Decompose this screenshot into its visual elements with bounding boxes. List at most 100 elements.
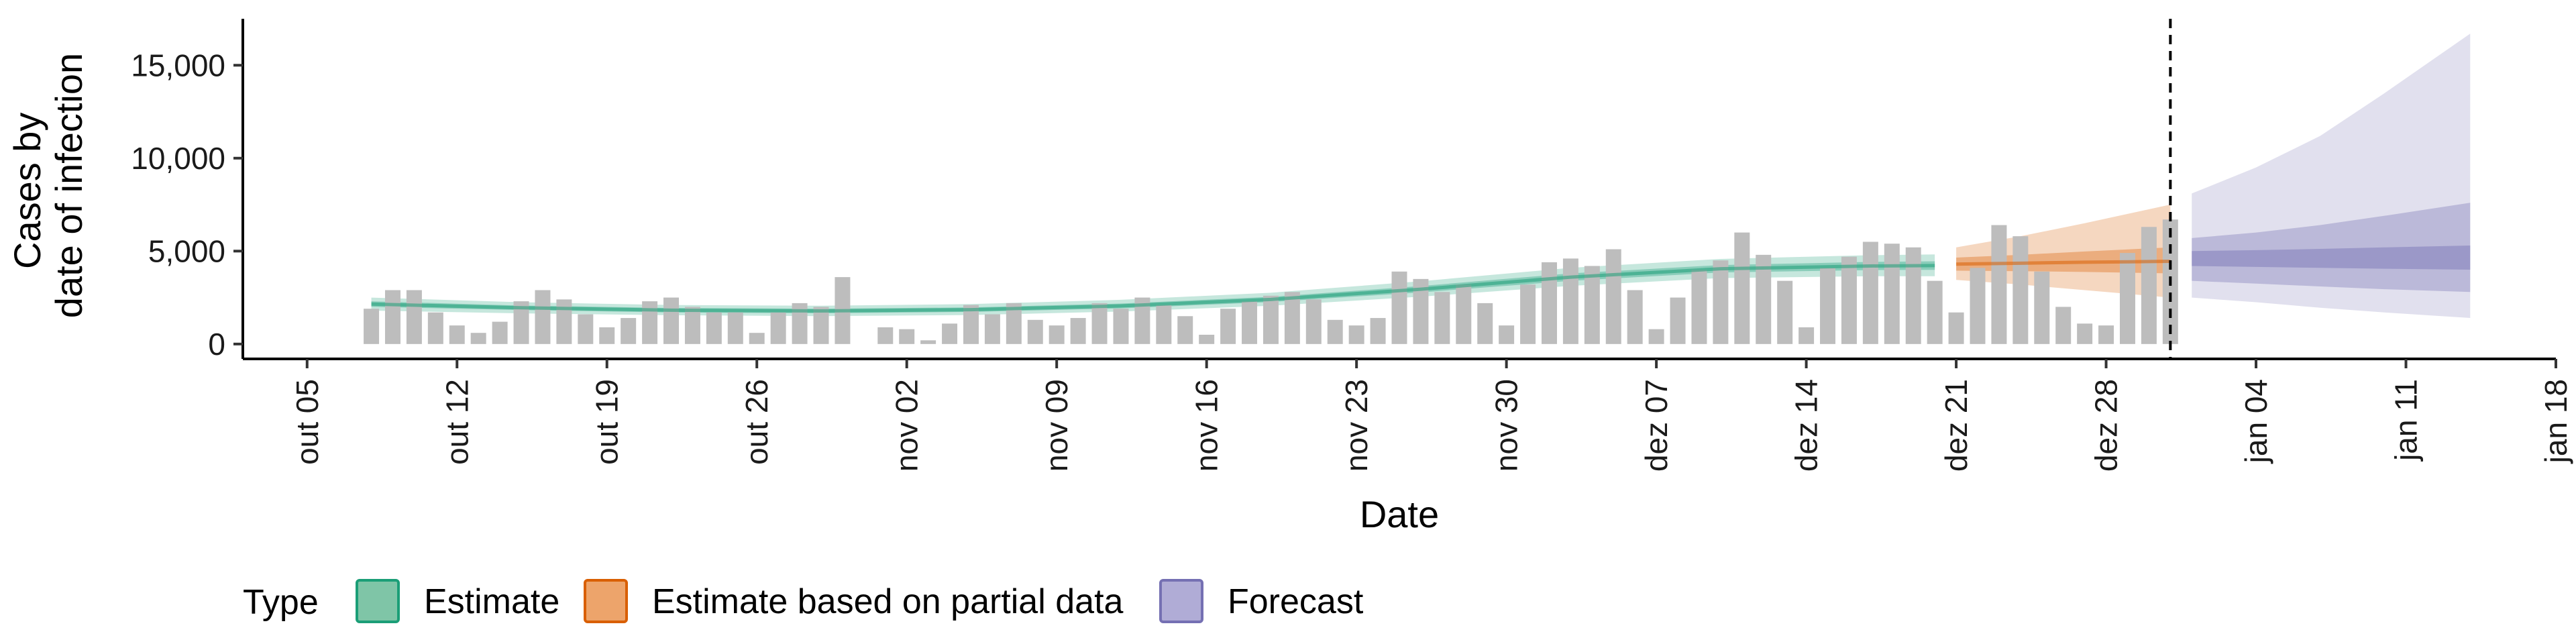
case-bar xyxy=(1691,270,1707,344)
y-tick-label: 5,000 xyxy=(148,233,225,268)
case-bar xyxy=(706,312,722,344)
case-bar xyxy=(578,314,594,344)
case-bar xyxy=(1948,312,1964,344)
case-bar xyxy=(1006,303,1022,344)
case-bar xyxy=(427,312,443,344)
x-tick-label: dez 28 xyxy=(2089,379,2124,472)
x-tick-label: jan 18 xyxy=(2538,379,2573,464)
case-bar xyxy=(1541,262,1557,344)
case-bar xyxy=(1670,297,1686,344)
case-bar xyxy=(920,340,936,344)
case-bar xyxy=(1713,260,1729,344)
partial-estimate-band-50 xyxy=(1956,247,2171,274)
x-tick-label: out 19 xyxy=(590,379,625,465)
case-bar xyxy=(2034,271,2050,344)
y-axis: 0 5,000 10,000 15,000 xyxy=(131,19,244,362)
case-bar xyxy=(1562,258,1578,344)
case-bar xyxy=(899,329,915,344)
legend-item: Estimate based on partial data xyxy=(584,579,1124,623)
case-bar xyxy=(1370,318,1386,344)
legend-key xyxy=(356,579,400,623)
x-tick-label: dez 07 xyxy=(1639,379,1674,472)
y-axis-title-line-1: Cases by xyxy=(6,113,48,269)
case-bar xyxy=(984,314,1000,344)
case-bar xyxy=(1327,319,1343,344)
case-bar xyxy=(1627,290,1643,344)
bar-layer xyxy=(364,219,2178,344)
legend: Type Estimate Estimate based on partial d… xyxy=(243,579,1364,623)
case-bar xyxy=(1862,241,1878,344)
case-bar xyxy=(2098,325,2114,344)
case-bar xyxy=(2055,307,2072,344)
case-bar xyxy=(470,333,486,344)
legend-item: Forecast xyxy=(1159,579,1364,623)
case-bar xyxy=(384,290,400,344)
case-bar xyxy=(1477,303,1493,344)
case-bar xyxy=(1070,318,1086,344)
partial-estimate-median-line xyxy=(1956,260,2171,266)
estimate-median-line xyxy=(371,264,1935,313)
case-bar xyxy=(2077,323,2093,344)
case-bar xyxy=(1434,292,1450,344)
case-bar xyxy=(1242,301,1258,344)
case-bar xyxy=(1177,316,1193,344)
legend-key xyxy=(584,579,628,623)
case-bar xyxy=(599,327,615,344)
case-bar xyxy=(1520,284,1536,344)
case-bar xyxy=(749,333,765,344)
case-bar xyxy=(621,318,637,344)
x-tick-label: nov 02 xyxy=(890,379,924,472)
x-tick-label: nov 16 xyxy=(1189,379,1224,472)
case-bar xyxy=(1091,303,1108,344)
case-bar xyxy=(513,301,529,344)
case-bar xyxy=(1199,334,1215,344)
case-bar xyxy=(1820,268,1836,344)
y-tick-label: 10,000 xyxy=(131,141,225,176)
y-tick-label: 0 xyxy=(208,327,225,362)
legend-key xyxy=(1159,579,1203,623)
forecast-band-90 xyxy=(2192,34,2471,319)
case-bar xyxy=(1284,292,1300,344)
x-tick-label: out 05 xyxy=(290,379,325,465)
case-bar xyxy=(1413,278,1429,344)
case-bar xyxy=(1391,271,1407,344)
case-bar xyxy=(963,305,979,344)
plot-area xyxy=(364,34,2471,344)
x-tick-label: jan 04 xyxy=(2239,379,2273,464)
case-bar xyxy=(1799,327,1815,344)
case-bar xyxy=(1456,284,1472,344)
case-bar xyxy=(727,312,743,344)
forecast-band-20 xyxy=(2192,246,2471,270)
case-bar xyxy=(1156,305,1172,344)
case-bar xyxy=(492,321,508,344)
x-axis-title: Date xyxy=(1360,493,1439,535)
case-bar xyxy=(942,323,958,344)
case-bar xyxy=(1777,280,1793,344)
x-tick-label: dez 21 xyxy=(1939,379,1974,472)
x-tick-label: out 26 xyxy=(739,379,774,465)
legend-title: Type xyxy=(243,583,319,622)
y-axis-title: Cases by date of infection xyxy=(6,53,90,318)
x-tick-label: nov 09 xyxy=(1039,379,1074,472)
case-bar xyxy=(1734,232,1750,344)
case-bar xyxy=(2141,227,2157,344)
case-bar xyxy=(1648,329,1664,344)
case-bar xyxy=(1220,309,1236,344)
case-bar xyxy=(1970,268,1986,344)
case-bar xyxy=(642,301,658,344)
x-tick-label: out 12 xyxy=(439,379,474,465)
case-bar xyxy=(556,299,572,344)
case-bar xyxy=(2119,253,2135,344)
case-bar xyxy=(1884,244,1900,344)
legend-item: Estimate xyxy=(356,579,559,623)
case-bar xyxy=(1991,225,2007,344)
case-bar xyxy=(1841,256,1857,344)
case-bar xyxy=(2012,236,2029,344)
legend-label: Estimate based on partial data xyxy=(652,582,1124,621)
partial-estimate-band-90 xyxy=(1956,205,2171,298)
x-tick-label: nov 30 xyxy=(1489,379,1524,472)
case-bar xyxy=(684,307,700,344)
x-tick-label: dez 14 xyxy=(1789,379,1824,472)
case-bar xyxy=(770,312,786,344)
